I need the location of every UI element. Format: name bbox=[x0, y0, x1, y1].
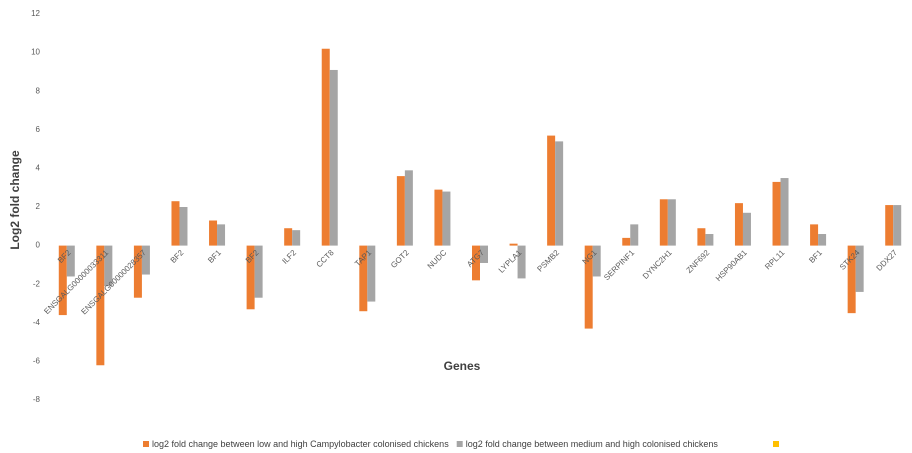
x-tick-label: PSMB2 bbox=[535, 248, 561, 274]
bar bbox=[810, 224, 819, 246]
x-axis-title: Genes bbox=[444, 359, 481, 373]
x-tick-label: NUDC bbox=[426, 248, 449, 271]
bar bbox=[442, 191, 451, 246]
y-tick-label: 8 bbox=[36, 86, 41, 95]
y-tick-label: 12 bbox=[31, 9, 40, 18]
x-tick-label: GOT2 bbox=[389, 248, 411, 270]
bar bbox=[885, 205, 894, 246]
bar bbox=[321, 48, 330, 246]
bar bbox=[367, 245, 376, 302]
bar bbox=[667, 199, 676, 246]
bar bbox=[329, 69, 338, 246]
bar bbox=[404, 170, 413, 246]
y-tick-label: 10 bbox=[31, 48, 40, 57]
y-tick-label: 4 bbox=[36, 164, 41, 173]
bar bbox=[547, 135, 556, 246]
bar bbox=[592, 245, 601, 277]
bar bbox=[742, 212, 751, 246]
y-tick-label: 0 bbox=[36, 241, 41, 250]
x-tick-label: CCT8 bbox=[315, 248, 337, 270]
bar bbox=[780, 178, 789, 246]
bar bbox=[630, 224, 639, 246]
bar bbox=[246, 245, 255, 310]
y-tick-label: -4 bbox=[33, 318, 41, 327]
x-tick-label: ZNF692 bbox=[684, 248, 711, 275]
x-tick-label: RPL11 bbox=[763, 248, 787, 272]
bar bbox=[734, 203, 743, 246]
bar bbox=[58, 245, 67, 316]
bar bbox=[517, 245, 526, 279]
bar bbox=[472, 245, 480, 281]
bar bbox=[855, 245, 864, 292]
bar bbox=[622, 237, 631, 246]
bar bbox=[171, 201, 180, 246]
bar bbox=[359, 245, 368, 312]
legend-label: log2 fold change between medium and high… bbox=[466, 439, 719, 449]
y-tick-label: -2 bbox=[33, 279, 41, 288]
bar bbox=[66, 245, 75, 277]
bar bbox=[141, 245, 150, 275]
bar bbox=[509, 243, 518, 246]
y-tick-label: 2 bbox=[36, 202, 41, 211]
bar bbox=[772, 181, 781, 246]
bar bbox=[179, 207, 188, 246]
bar bbox=[104, 245, 113, 287]
bar bbox=[209, 220, 218, 246]
bar bbox=[705, 234, 714, 246]
bar bbox=[292, 230, 301, 246]
bar bbox=[254, 245, 263, 298]
x-tick-label: BF1 bbox=[807, 248, 824, 265]
bar bbox=[584, 245, 593, 329]
y-axis-title: Log2 fold change bbox=[8, 150, 22, 250]
x-tick-label: ILF2 bbox=[280, 248, 298, 266]
bar bbox=[818, 234, 827, 246]
legend-swatch bbox=[143, 441, 149, 447]
bar bbox=[217, 224, 226, 246]
legend-label: log2 fold change between low and high Ca… bbox=[152, 439, 449, 449]
bar bbox=[555, 141, 564, 246]
bar bbox=[434, 189, 443, 246]
x-tick-label: DYNC2H1 bbox=[641, 248, 674, 281]
y-tick-label: 6 bbox=[36, 125, 41, 134]
legend-swatch bbox=[773, 441, 779, 447]
x-tick-label: BF2 bbox=[169, 248, 186, 265]
bar bbox=[284, 228, 293, 246]
bar bbox=[659, 199, 668, 246]
x-tick-label: DDX27 bbox=[875, 248, 900, 273]
legend-swatch bbox=[456, 441, 463, 447]
bar bbox=[396, 176, 405, 246]
x-tick-label: BF1 bbox=[206, 248, 223, 265]
bar bbox=[96, 245, 105, 366]
x-tick-label: SERPINF1 bbox=[602, 248, 636, 282]
y-tick-label: -8 bbox=[33, 395, 41, 404]
bar bbox=[133, 245, 142, 298]
bar bbox=[847, 245, 856, 314]
bar bbox=[480, 245, 488, 263]
bar bbox=[893, 205, 902, 246]
y-tick-label: -6 bbox=[33, 357, 41, 366]
bar bbox=[697, 228, 706, 246]
x-tick-label: HSP90AB1 bbox=[714, 248, 749, 283]
